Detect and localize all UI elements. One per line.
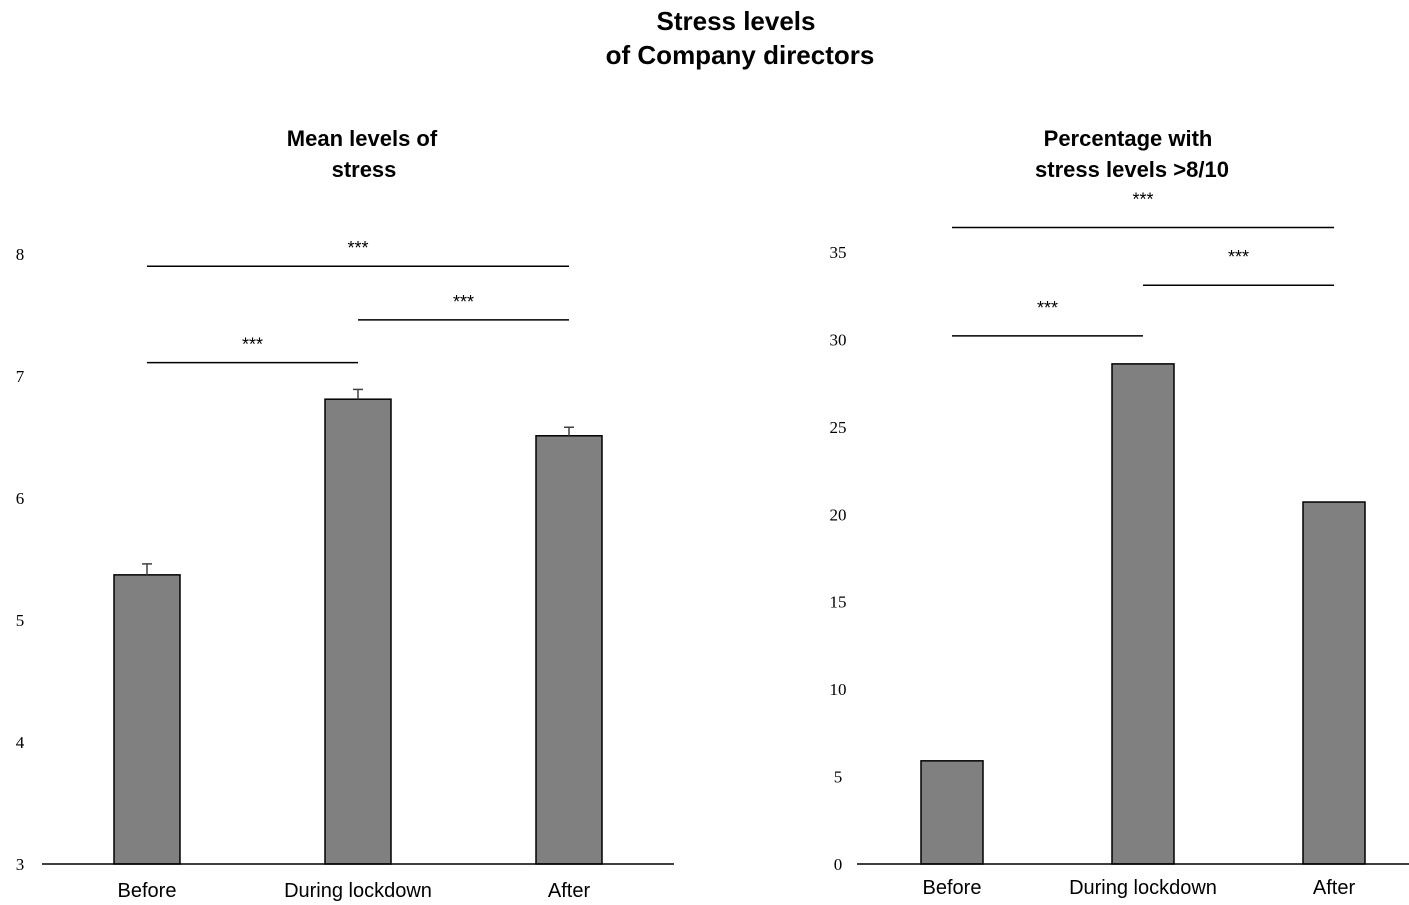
- bar: [324, 398, 392, 865]
- figure-title-line-2: of Company directors: [606, 40, 875, 70]
- chart-title-line-2: stress: [332, 157, 397, 182]
- significance-label: ***: [347, 238, 368, 258]
- figure-title-line-1: Stress levels: [656, 6, 815, 36]
- significance-label: ***: [1228, 247, 1249, 267]
- bar: [113, 574, 181, 865]
- significance-label: ***: [1132, 189, 1153, 209]
- significance-label: ***: [1037, 298, 1058, 318]
- y-tick-label: 10: [830, 680, 847, 699]
- y-tick-label: 30: [830, 330, 847, 349]
- chart-title-line-1: Mean levels of: [287, 126, 438, 151]
- chart-title-line-1: Percentage with: [1044, 126, 1213, 151]
- x-tick-label: During lockdown: [284, 880, 432, 902]
- x-tick-label: Before: [923, 877, 982, 899]
- y-tick-label: 8: [16, 245, 25, 264]
- y-tick-label: 20: [830, 505, 847, 524]
- y-tick-label: 3: [16, 855, 25, 874]
- y-tick-label: 25: [830, 418, 847, 437]
- y-tick-label: 35: [830, 243, 847, 262]
- y-tick-label: 15: [830, 593, 847, 612]
- bar: [535, 435, 603, 865]
- significance-label: ***: [453, 292, 474, 312]
- bar: [920, 760, 984, 865]
- chart-title-line-2: stress levels >8/10: [1035, 157, 1229, 182]
- x-tick-label: During lockdown: [1069, 877, 1217, 899]
- y-tick-label: 5: [16, 611, 25, 630]
- y-tick-label: 6: [16, 489, 25, 508]
- x-tick-label: After: [548, 880, 591, 902]
- bar: [1302, 501, 1366, 865]
- x-tick-label: After: [1313, 877, 1356, 899]
- significance-label: ***: [242, 335, 263, 355]
- y-tick-label: 7: [16, 367, 25, 386]
- percentage-stress-chart: Percentage with stress levels >8/10 0 5 10…: [830, 126, 1409, 899]
- x-tick-label: Before: [118, 880, 177, 902]
- y-tick-label: 4: [16, 733, 25, 752]
- y-tick-label: 0: [834, 855, 843, 874]
- bar: [1111, 363, 1175, 865]
- mean-stress-chart: Mean levels of stress 3 4 5 6 7 8 Before During…: [16, 126, 674, 902]
- y-tick-label: 5: [834, 768, 843, 787]
